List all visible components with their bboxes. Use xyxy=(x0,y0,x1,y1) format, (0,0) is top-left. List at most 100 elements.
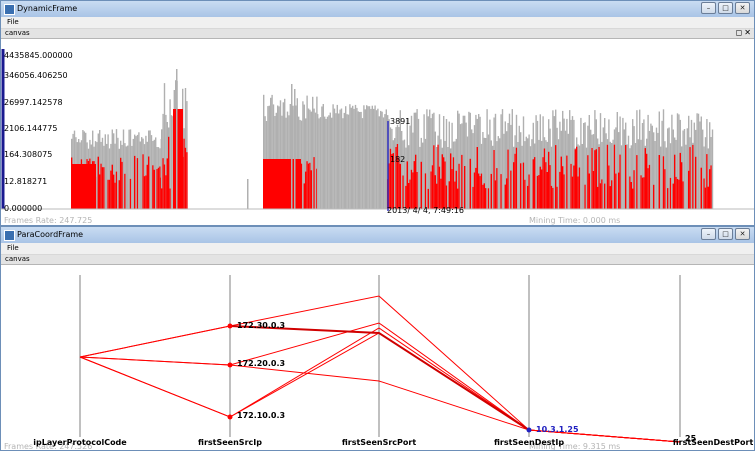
axis-point[interactable] xyxy=(227,323,233,329)
red-bar xyxy=(310,170,312,209)
red-bar xyxy=(672,183,674,209)
gray-bar xyxy=(651,125,653,209)
gray-bar xyxy=(373,108,375,209)
red-bar xyxy=(157,167,160,209)
gray-bar xyxy=(316,96,318,209)
red-bar xyxy=(606,144,609,209)
parallel-coordinates-canvas[interactable]: 172.30.0.3 172.20.0.3 172.10.0.3 10.3.1.… xyxy=(1,265,754,451)
red-bar xyxy=(430,171,432,209)
gray-bar xyxy=(361,118,364,209)
red-bar xyxy=(145,175,147,209)
gray-bar xyxy=(339,109,341,209)
red-bar xyxy=(136,158,139,209)
maximize-button[interactable]: □ xyxy=(718,2,733,14)
gray-bar xyxy=(292,105,294,209)
gray-bar xyxy=(569,110,571,209)
red-bar xyxy=(550,185,553,209)
red-bar xyxy=(168,136,170,209)
axis-name-label: firstSeenDestPort xyxy=(673,438,754,447)
menu-bar: File xyxy=(1,17,754,29)
title-bar[interactable]: DynamicFrame – □ ✕ xyxy=(1,1,754,17)
gray-bar xyxy=(571,116,574,209)
gray-bar xyxy=(510,124,512,209)
gray-bar xyxy=(108,148,111,209)
close-button[interactable]: ✕ xyxy=(735,2,750,14)
red-bar xyxy=(451,169,453,209)
red-bar xyxy=(396,144,399,209)
gray-bar xyxy=(602,127,604,209)
red-bar xyxy=(578,167,581,209)
gray-bar xyxy=(326,116,329,209)
gray-bar xyxy=(711,129,714,209)
axis-point[interactable] xyxy=(227,414,233,420)
time-series-canvas[interactable]: 4435845.000000 346056.406250 26997.14257… xyxy=(1,39,754,225)
y-tick-label: 164.308075 xyxy=(4,150,52,159)
src-ip-label: 172.10.0.3 xyxy=(237,411,285,420)
red-bar xyxy=(706,154,708,209)
red-bar xyxy=(166,158,168,209)
gray-bar xyxy=(176,69,178,209)
gray-bar xyxy=(601,141,603,209)
gray-bar xyxy=(370,108,372,209)
gray-bar xyxy=(131,145,133,209)
red-bar xyxy=(647,168,649,209)
red-bar xyxy=(538,175,540,209)
axis-point[interactable] xyxy=(227,362,233,368)
minimize-button[interactable]: – xyxy=(701,2,716,14)
gray-bar xyxy=(665,147,667,209)
gray-bar xyxy=(338,113,340,209)
gray-bar xyxy=(279,100,282,209)
title-bar[interactable]: ParaCoordFrame – □ ✕ xyxy=(1,227,754,243)
restore-icon[interactable]: ◻ xyxy=(735,28,743,37)
gray-bar xyxy=(623,129,625,209)
gray-bar xyxy=(364,109,366,209)
minimize-button[interactable]: – xyxy=(701,228,716,240)
red-bar xyxy=(556,186,558,209)
gray-bar xyxy=(366,105,368,209)
gray-bar xyxy=(472,133,474,209)
red-bar xyxy=(108,179,111,209)
red-bar xyxy=(640,175,642,209)
close-icon[interactable]: ✕ xyxy=(744,28,751,37)
red-bar xyxy=(420,161,422,209)
gray-bar xyxy=(707,148,709,209)
dest-ip-point[interactable] xyxy=(526,427,532,433)
gray-bar xyxy=(590,129,592,209)
gray-bar xyxy=(702,129,704,209)
gray-bar xyxy=(303,104,305,209)
gray-bar xyxy=(550,146,553,209)
menu-file[interactable]: File xyxy=(7,18,19,26)
frame-rate-label: Frames Rate: 247.526 xyxy=(4,442,92,451)
red-bar xyxy=(134,155,136,209)
red-bar xyxy=(111,164,113,209)
red-bar xyxy=(667,188,669,209)
gray-bar xyxy=(267,106,269,209)
red-bar xyxy=(186,152,188,209)
maximize-button[interactable]: □ xyxy=(718,228,733,240)
gray-bar xyxy=(114,143,116,209)
red-bar xyxy=(413,161,415,209)
red-bar xyxy=(707,186,709,209)
gray-bar xyxy=(403,139,406,209)
red-bar xyxy=(173,109,183,209)
gray-bar xyxy=(462,115,464,209)
gray-bar xyxy=(584,122,586,209)
app-icon xyxy=(4,4,15,15)
red-bar xyxy=(597,186,599,209)
gray-bar xyxy=(371,105,373,209)
gray-bar xyxy=(704,137,707,209)
close-button[interactable]: ✕ xyxy=(735,228,750,240)
red-bar xyxy=(601,179,603,209)
gray-bar xyxy=(557,139,560,209)
gray-bar xyxy=(580,117,582,209)
gray-bar xyxy=(302,101,304,209)
gray-bar xyxy=(605,133,607,209)
gray-bar xyxy=(132,138,134,209)
gray-bar xyxy=(703,146,705,209)
gray-bar xyxy=(118,148,120,209)
red-bar xyxy=(653,184,655,209)
gray-bar xyxy=(440,139,442,209)
gray-bar xyxy=(643,119,645,209)
gray-bar xyxy=(312,96,314,209)
menu-file[interactable]: File xyxy=(7,244,19,252)
